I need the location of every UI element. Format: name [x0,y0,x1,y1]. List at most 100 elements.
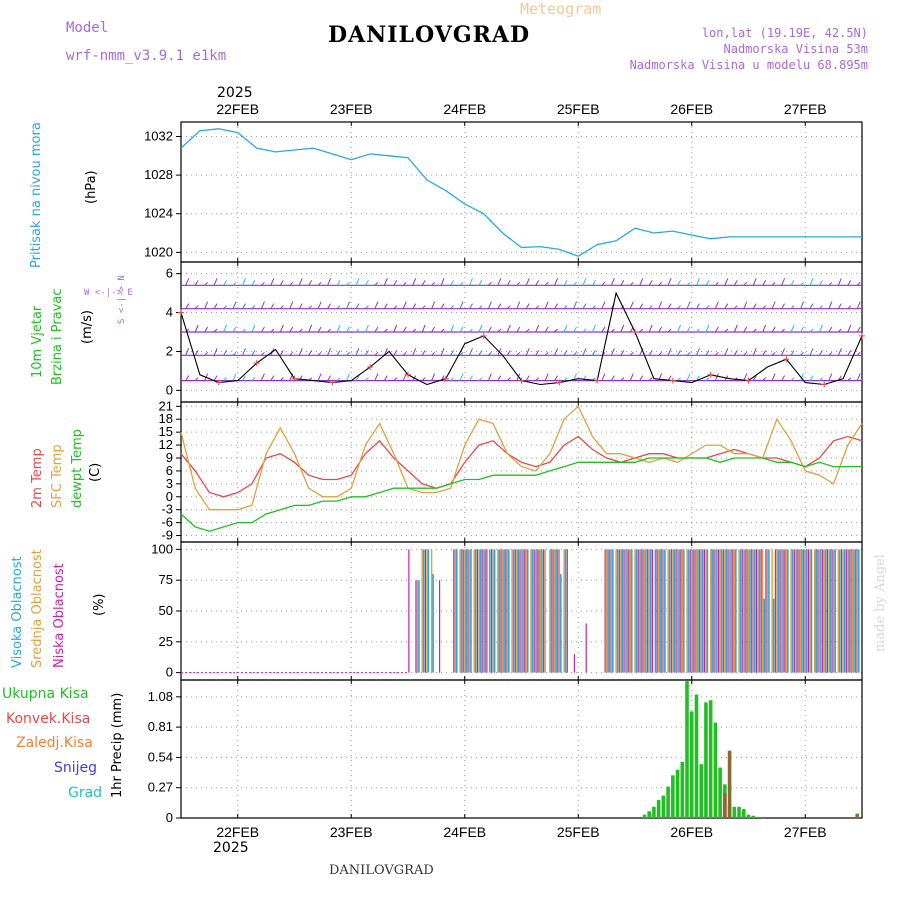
year-label-bottom: 2025 [213,840,249,856]
wind-barb [431,281,435,286]
wind-barb [261,281,265,286]
wind-barb [383,348,388,356]
wind-barb [610,348,615,356]
wind-barb [223,280,227,286]
wind-barb [714,326,719,333]
wind-barb [838,328,842,333]
wind-barb [705,377,710,381]
wind-barb [412,328,417,333]
precip-bar-snow [855,814,860,818]
wind-barb [809,328,814,333]
y-tick-label: 1032 [144,128,173,143]
y-tick-label: 1028 [144,167,173,182]
wind-barb [658,326,663,333]
temp-label-2m: 2m Temp [30,448,45,508]
y-tick-label: 6 [166,266,173,281]
wind-barb [469,348,473,356]
wind-barb [554,278,559,286]
wind-barb [629,301,634,309]
wind-barb [516,301,521,309]
wind-barb [346,373,350,381]
wind-barb [478,324,483,333]
wind-barb [516,351,521,356]
wind-barb [573,351,577,356]
wind-barb [317,281,322,286]
wind-barb [696,348,700,356]
wind-barb [696,303,700,309]
wind-barb [459,326,464,333]
wind-barb [648,377,653,381]
wind-barb [431,301,436,309]
y-tick-label: 0 [166,382,173,397]
wind-barb [251,377,256,381]
y-tick-label: 9 [166,450,173,465]
y-tick-label: 75 [159,572,173,587]
precip-bar-total [751,815,756,818]
wind-barb [582,303,587,309]
wind-barb [506,377,511,381]
wind-barb [213,328,218,333]
y-tick-label: 0.27 [148,780,173,795]
wind-barb [752,303,757,309]
wind-barb [393,324,398,333]
wind-barb [601,326,606,333]
wind-barb [620,305,625,310]
precip-bar-total [642,814,647,818]
wind-barb [544,301,549,309]
y-tick-label: 1024 [144,206,173,221]
wind-speed-line [180,291,863,386]
wind-barb [194,350,199,356]
y-tick-label: 12 [159,437,173,452]
wind-barb [261,351,265,356]
wind-barb [800,281,804,286]
wind-barb [412,303,417,309]
wind-barb [279,377,284,381]
wind-barb [327,303,332,309]
wind-barb [469,328,473,333]
wind-barb [478,350,483,356]
wind-barb [762,324,767,333]
wind-barb [506,350,511,356]
y-tick-label: 0.54 [148,749,173,764]
cloud-label-mid: Srednja Oblacnost [30,549,45,668]
precip-bar-total [741,809,746,818]
wind-barb [752,375,757,381]
wind-barb [573,301,577,309]
wind-barb [563,305,568,310]
wind-barb [488,351,492,356]
wind-barb [279,280,284,286]
x-tick-label-top: 24FEB [443,101,486,117]
wind-barb [544,281,549,286]
precip-legend-total: Ukupna Kisa [2,686,89,702]
wind-barb [289,351,294,356]
precip-bar-total [713,722,718,818]
wind-barb [525,278,530,286]
wind-barb [336,280,341,286]
wind-barb [856,373,861,381]
wind-barb [629,373,634,381]
pressure-label: Pritisak na nivou mora [29,122,44,268]
wind-barb [374,326,379,333]
wind-barb [213,278,218,286]
wind-barb [459,373,464,381]
wind-barb [469,375,473,381]
wind-barb [365,350,369,356]
wind-barb [715,351,719,356]
precip-bar-snow [723,793,727,818]
wind-barb [686,373,691,381]
wind-barb [856,281,861,286]
wind-barb [790,305,795,310]
wind-barb [828,351,833,356]
wind-barb [431,373,436,381]
wind-compass-sn: S <-|-> N [117,275,127,324]
wind-barb [790,350,795,356]
wind-barb [487,373,492,381]
precip-bar-total [746,814,751,818]
wind-barb [469,278,473,286]
wind-barb [601,281,606,286]
wind-barb [346,301,350,309]
wind-barb [327,375,332,381]
wind-barb [592,305,596,310]
wind-barb [402,351,407,356]
